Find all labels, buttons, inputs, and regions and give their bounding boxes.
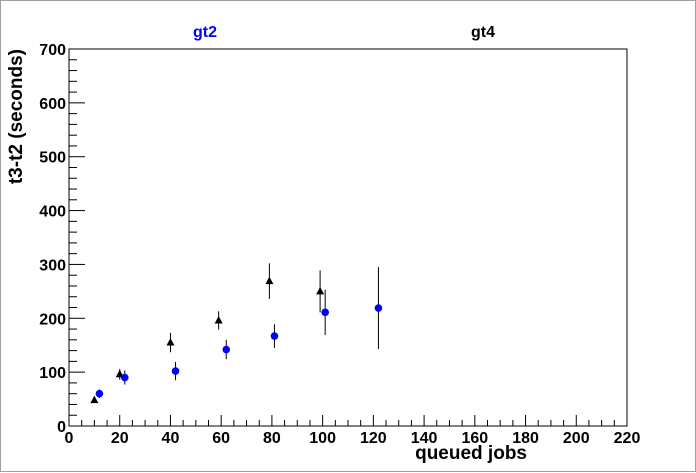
x-tick-label: 160 [461, 430, 488, 447]
data-point-circle [121, 373, 129, 382]
x-tick-label: 220 [614, 430, 641, 447]
legend-item-gt4: gt4 [471, 24, 495, 41]
y-tick-label: 300 [39, 257, 66, 274]
tick-labels: 0 20 40 60 80 100 120 140 160 180 200 220 0 100 200 300… [39, 42, 640, 447]
data-point-circle [171, 367, 180, 375]
x-tick-label: 0 [65, 430, 74, 447]
x-tick-label: 80 [263, 430, 281, 447]
legend: gt2 gt4 [193, 24, 495, 41]
x-tick-label: 200 [563, 430, 590, 447]
y-tick-label: 200 [39, 311, 66, 328]
x-tick-label: 120 [360, 430, 387, 447]
x-tick-label: 60 [212, 430, 230, 447]
y-axis-title: t3-t2 (seconds) [6, 49, 27, 184]
data-point-circle [270, 332, 279, 340]
data-point-circle [222, 345, 231, 354]
x-tick-label: 40 [162, 430, 180, 447]
data-point-triangle [90, 395, 99, 404]
y-tick-label: 400 [39, 204, 66, 221]
data-point-triangle [265, 276, 274, 285]
plot-frame [68, 48, 628, 427]
y-tick-label: 100 [39, 365, 66, 382]
x-axis-title: queued jobs [415, 443, 527, 464]
data-point-circle [321, 308, 329, 317]
legend-item-gt2: gt2 [193, 24, 217, 41]
y-tick-label: 700 [39, 42, 66, 59]
y-tick-label: 500 [39, 150, 66, 167]
x-tick-label: 140 [411, 430, 438, 447]
data-point-triangle [166, 338, 175, 346]
data-point-circle [95, 389, 104, 398]
data-point-circle [374, 304, 383, 312]
series-gt4 [90, 263, 325, 404]
y-tick-label: 600 [39, 96, 66, 113]
data-marks [90, 263, 383, 404]
data-point-triangle [316, 286, 325, 295]
x-tick-label: 20 [111, 430, 129, 447]
x-tick-label: 180 [512, 430, 539, 447]
series-gt2 [95, 267, 383, 398]
x-tick-label: 100 [309, 430, 336, 447]
axis-ticks [68, 48, 628, 427]
data-point-triangle [214, 315, 223, 324]
y-tick-label: 0 [57, 419, 66, 436]
